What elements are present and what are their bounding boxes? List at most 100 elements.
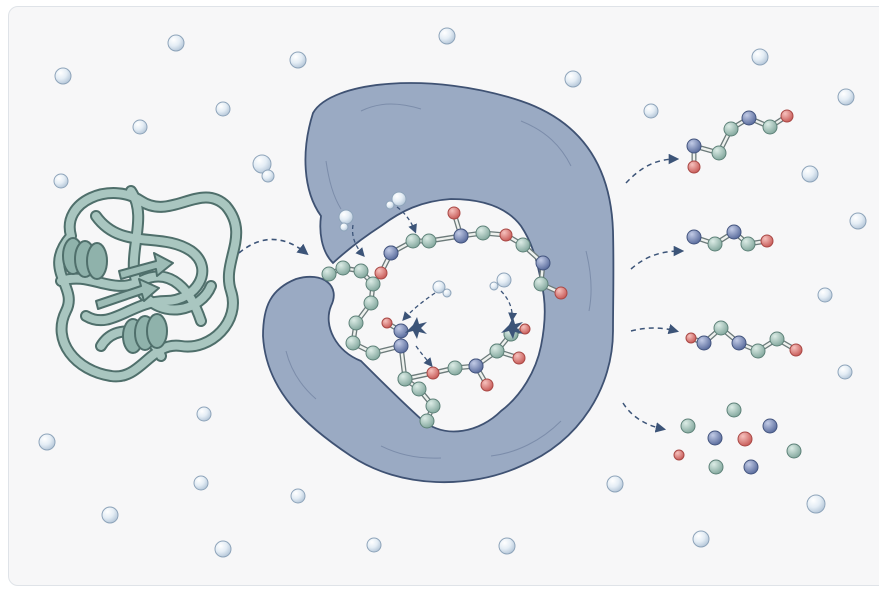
chain-upper-atom (405, 233, 421, 249)
chain-upper-atom (499, 228, 513, 242)
chain-branch-atom (447, 206, 461, 220)
peptide-3-atom (685, 332, 697, 344)
bond-cleavage-spark-icon (405, 317, 523, 339)
amino-acid-atom (673, 449, 685, 461)
peptide-1-atom (711, 145, 727, 161)
chain-branch-atom (489, 343, 505, 359)
water-molecule-icon (442, 288, 452, 298)
peptide-2-atom (707, 236, 723, 252)
water-molecule-icon (339, 222, 349, 232)
peptide-1-atom (762, 119, 778, 135)
peptide-1-atom (780, 109, 794, 123)
chain-branch-atom (381, 317, 393, 329)
chain-upper-atom (535, 255, 551, 271)
chain-lower-atom (365, 345, 381, 361)
amino-acid-atom (762, 418, 778, 434)
water-molecule-icon (837, 88, 855, 106)
amino-acid-atom (707, 430, 723, 446)
chain-upper-atom (533, 276, 549, 292)
peptide-3-atom (696, 335, 712, 351)
water-molecule-icon (438, 27, 456, 45)
illustration-frame (8, 6, 879, 586)
water-molecule-icon (53, 173, 69, 189)
chain-upper-atom (515, 237, 531, 253)
water-molecule-icon (196, 406, 212, 422)
water-molecule-icon (751, 48, 769, 66)
peptide-2-atom (726, 224, 742, 240)
peptide-3-atom (713, 320, 729, 336)
water-molecule-icon (692, 530, 710, 548)
water-molecule-icon (289, 51, 307, 69)
chain-lower-atom (426, 366, 440, 380)
chain-upper-atom (554, 286, 568, 300)
chain-tail-atom (425, 398, 441, 414)
chain-lower-atom (393, 338, 409, 354)
peptide-product (686, 109, 794, 174)
chain-tail-atom (419, 413, 435, 429)
water-molecule-icon (215, 101, 231, 117)
water-molecule-icon (38, 433, 56, 451)
water-molecule-icon (338, 209, 354, 225)
peptide-2-atom (740, 236, 756, 252)
chain-lower-atom (353, 263, 369, 279)
enzyme-pocket-icon (262, 82, 615, 484)
chain-lower-atom (335, 260, 351, 276)
water-molecule-icon (489, 281, 499, 291)
water-molecule-icon (564, 70, 582, 88)
chain-branch-atom (453, 228, 469, 244)
chain-lower-atom (321, 266, 337, 282)
peptide-1-atom (741, 110, 757, 126)
coiled-protein-icon (53, 185, 243, 383)
chain-tail-atom (411, 381, 427, 397)
peptide-2-atom (686, 229, 702, 245)
chain-branch-atom (383, 245, 399, 261)
peptide-1-atom (687, 160, 701, 174)
chain-lower-atom (345, 335, 361, 351)
peptide-2-atom (760, 234, 774, 248)
amino-acid-atom (726, 402, 742, 418)
water-molecule-icon (193, 475, 209, 491)
chain-branch-atom (374, 266, 388, 280)
flow-arrows-out (622, 153, 685, 433)
water-attack-arrows (351, 206, 518, 368)
chain-branch-atom (480, 378, 494, 392)
water-molecule-icon (54, 67, 72, 85)
water-molecule-icon (290, 488, 306, 504)
peptide-1-atom (686, 138, 702, 154)
peptide-product (686, 224, 774, 252)
chain-upper-atom (475, 225, 491, 241)
water-molecule-icon (167, 34, 185, 52)
water-molecule-icon (817, 287, 833, 303)
chain-upper-atom (421, 233, 437, 249)
flow-arrow-in (238, 238, 309, 256)
water-molecule-icon (837, 364, 853, 380)
amino-acid-atom (743, 459, 759, 475)
water-molecule-icon (806, 494, 826, 514)
amino-acid-atom (737, 431, 753, 447)
amino-acid-atom (680, 418, 696, 434)
water-molecule-icon (496, 272, 512, 288)
chain-branch-atom (512, 351, 526, 365)
attacking-water-molecules (338, 191, 512, 298)
peptide-3-atom (789, 343, 803, 357)
water-molecule-icon (132, 119, 148, 135)
amino-acid-atom (786, 443, 802, 459)
hydrolysis-illustration (38, 27, 867, 558)
water-molecule-icon (606, 475, 624, 493)
peptide-product (685, 320, 803, 359)
free-amino-acids (673, 402, 802, 475)
water-molecule-icon (801, 165, 819, 183)
water-molecule-icon (252, 154, 272, 174)
peptide-3-atom (769, 331, 785, 347)
chain-branch-atom (393, 323, 409, 339)
water-molecule-icon (498, 537, 516, 555)
chain-lower-atom (447, 360, 463, 376)
substrate-peptide-chain (321, 206, 568, 429)
water-bubbles (38, 27, 867, 558)
hydrolysis-products (673, 109, 803, 475)
water-molecule-icon (849, 212, 867, 230)
chain-lower-atom (348, 315, 364, 331)
chain-lower-atom (363, 295, 379, 311)
water-molecule-icon (101, 506, 119, 524)
chain-branch-atom (468, 358, 484, 374)
